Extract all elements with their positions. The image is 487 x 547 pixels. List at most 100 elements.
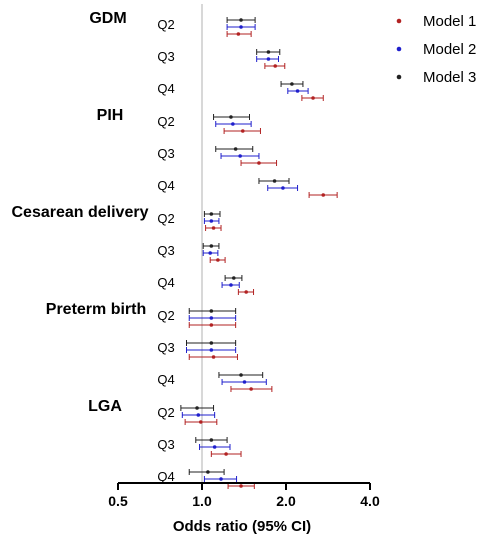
x-tick-label: 4.0 <box>360 493 380 509</box>
legend-label: Model 3 <box>423 69 476 86</box>
model1-ci-bar <box>301 95 324 101</box>
model3-point <box>272 179 277 183</box>
model3-ci-bar <box>195 437 228 443</box>
model3-point <box>195 406 199 410</box>
model3-point <box>239 373 243 377</box>
model1-ci-bar <box>240 160 278 166</box>
model1-ci-bar <box>230 386 273 392</box>
model3-ci-bar <box>224 275 243 281</box>
model1-ci-bar <box>227 483 255 489</box>
row-labels: GDM Q2 Q3 Q4 PIH Q2 Q3 Q4 Cesarean delivery Q2 Q3 Q… <box>12 10 175 484</box>
model3-point <box>209 244 214 248</box>
model1-ci-bar <box>237 289 255 295</box>
model2-point <box>209 348 214 352</box>
model3-ci-bar <box>188 469 225 475</box>
model1-ci-bar <box>188 322 237 328</box>
model1-point <box>224 452 228 456</box>
model3-ci-bar <box>202 243 220 249</box>
model3-point <box>209 438 214 442</box>
model2-ci-bar <box>199 444 231 450</box>
model1-point <box>211 226 216 230</box>
quartile-label: Q2 <box>157 308 174 323</box>
model3-point <box>209 212 214 216</box>
model3-ci-bar <box>218 372 264 378</box>
outcome-label: Cesarean delivery <box>12 204 149 221</box>
model3-ci-bar <box>256 49 281 55</box>
model1-point <box>240 129 245 133</box>
quartile-label: Q3 <box>157 340 174 355</box>
model3-point <box>206 470 210 474</box>
model1-ci-bar <box>264 63 286 69</box>
model2-point <box>209 219 214 223</box>
model3-point <box>290 82 294 86</box>
model2-ci-bar <box>203 476 238 482</box>
model3-point <box>209 309 214 313</box>
model1-point <box>236 32 241 36</box>
outcome-label: LGA <box>88 398 122 415</box>
model3-ci-bar <box>226 17 256 23</box>
quartile-label: Q4 <box>157 372 174 387</box>
model1-ci-bar <box>184 419 218 425</box>
model3-point <box>266 50 271 54</box>
model2-point <box>242 380 247 384</box>
model3-ci-bar <box>203 211 221 217</box>
model3-ci-bar <box>258 178 290 184</box>
quartile-label: Q3 <box>157 49 174 64</box>
model1-point <box>257 161 261 165</box>
model2-ci-bar <box>256 56 280 62</box>
legend: Model 1 Model 2 Model 3 <box>396 13 476 86</box>
model3-point <box>229 115 233 119</box>
model1-point <box>211 355 216 359</box>
legend-marker <box>396 74 402 80</box>
model3-point <box>231 276 236 280</box>
quartile-label: Q2 <box>157 405 174 420</box>
model3-ci-bar <box>215 146 254 152</box>
model1-point <box>249 387 253 391</box>
outcome-label: Preterm birth <box>46 301 146 318</box>
model2-point <box>266 57 271 61</box>
model2-ci-bar <box>267 185 299 191</box>
model2-ci-bar <box>186 347 237 353</box>
model2-point <box>196 413 201 417</box>
model1-point <box>321 193 326 197</box>
model3-ci-bar <box>186 340 237 346</box>
model2-ci-bar <box>220 153 260 159</box>
model2-ci-bar <box>221 379 267 385</box>
model2-ci-bar <box>203 218 220 224</box>
quartile-label: Q4 <box>157 469 174 484</box>
model3-ci-bar <box>213 114 251 120</box>
model2-point <box>212 445 217 449</box>
model3-point <box>239 18 243 22</box>
x-axis-ticks: 0.5 1.0 2.0 4.0 <box>108 483 380 509</box>
model1-point <box>216 258 220 262</box>
model3-point <box>209 341 214 345</box>
quartile-label: Q4 <box>157 178 174 193</box>
x-tick-label: 2.0 <box>276 493 296 509</box>
quartile-label: Q4 <box>157 81 174 96</box>
legend-marker <box>396 18 402 24</box>
quartile-label: Q3 <box>157 243 174 258</box>
model1-ci-bar <box>209 257 226 263</box>
model3-ci-bar <box>280 81 304 87</box>
model1-point <box>239 484 243 488</box>
model2-point <box>239 25 243 29</box>
model2-ci-bar <box>226 24 256 30</box>
quartile-label: Q2 <box>157 114 174 129</box>
model2-point <box>295 89 300 93</box>
quartile-label: Q2 <box>157 17 174 32</box>
model2-point <box>229 283 233 287</box>
model1-ci-bar <box>188 354 238 360</box>
model3-ci-bar <box>188 308 237 314</box>
x-tick-label: 0.5 <box>108 493 128 509</box>
model1-point <box>209 323 214 327</box>
legend-label: Model 1 <box>423 13 476 30</box>
model2-point <box>238 154 242 158</box>
outcome-label: GDM <box>89 10 126 27</box>
model1-ci-bar <box>308 192 338 198</box>
quartile-label: Q3 <box>157 437 174 452</box>
x-axis-title: Odds ratio (95% CI) <box>173 518 311 535</box>
quartile-label: Q2 <box>157 211 174 226</box>
legend-marker <box>396 46 402 52</box>
quartile-label: Q4 <box>157 275 174 290</box>
